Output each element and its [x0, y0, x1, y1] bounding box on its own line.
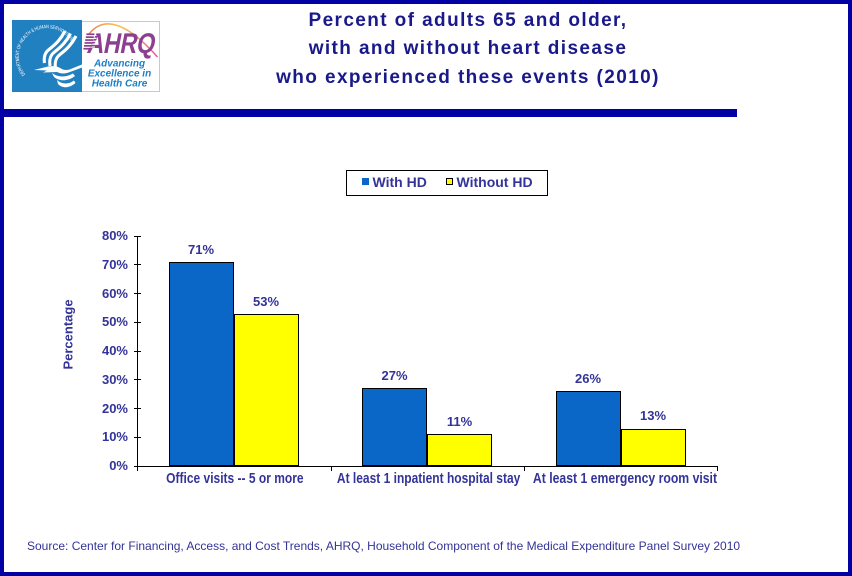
svg-text:AHRQ: AHRQ: [84, 27, 157, 59]
svg-text:Excellence in: Excellence in: [87, 68, 150, 79]
svg-text:Advancing: Advancing: [92, 58, 144, 69]
svg-text:Health Care: Health Care: [91, 78, 147, 89]
